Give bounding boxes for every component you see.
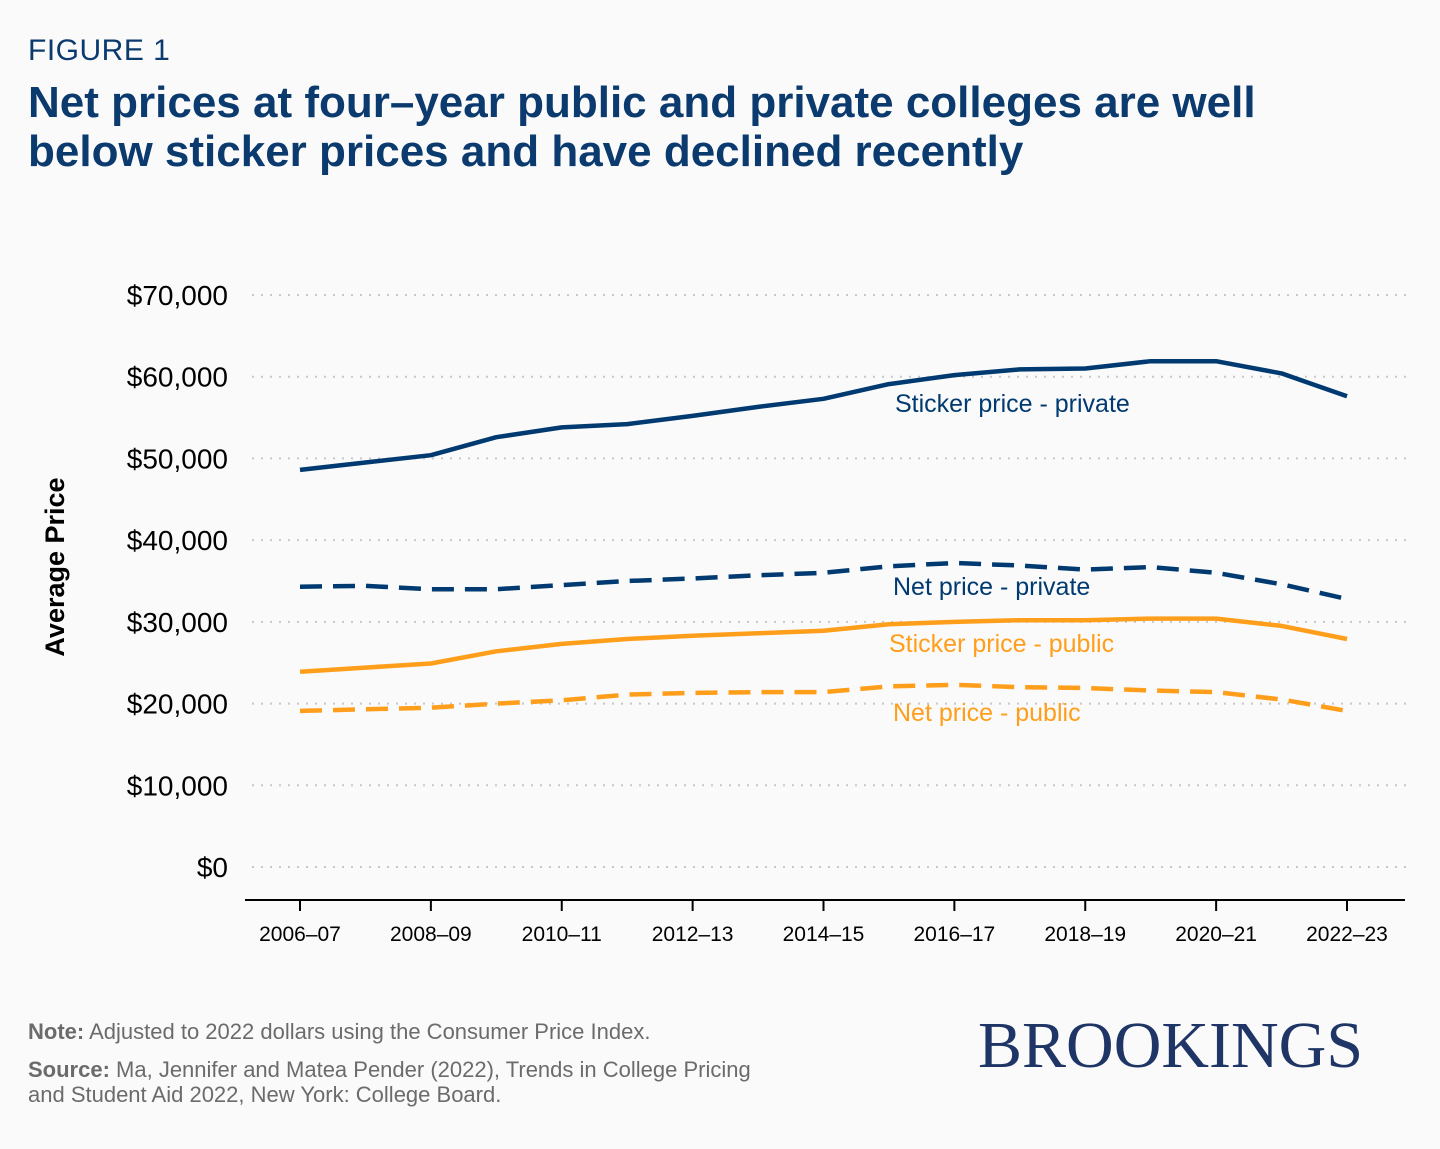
- source: Source: Ma, Jennifer and Matea Pender (2…: [28, 1057, 768, 1107]
- y-tick-label: $30,000: [127, 607, 228, 638]
- x-tick-label: 2018–19: [1044, 923, 1126, 946]
- y-tick-label: $70,000: [127, 280, 228, 311]
- series-lines: [299, 358, 1348, 714]
- y-tick-label: $50,000: [127, 443, 228, 474]
- series-label: Sticker price - private: [895, 390, 1130, 418]
- x-tick-label: 2014–15: [783, 923, 865, 946]
- note: Note: Adjusted to 2022 dollars using the…: [28, 1019, 650, 1044]
- y-tick-label: $10,000: [127, 770, 228, 801]
- y-axis-ticks: $0 $10,000 $20,000 $30,000 $40,000 $50,000 $60…: [127, 280, 228, 883]
- y-axis-label: Average Price: [40, 477, 70, 656]
- series-line-sticker-price-public: [299, 616, 1348, 674]
- source-text: Ma, Jennifer and Matea Pender (2022), Tr…: [28, 1057, 751, 1107]
- series-label: Net price - public: [893, 699, 1081, 727]
- x-tick-label: 2020–21: [1175, 923, 1257, 946]
- brookings-logo: BROOKINGS: [978, 1009, 1364, 1082]
- y-tick-label: $60,000: [127, 362, 228, 393]
- x-axis: 2006–07 2008–09 2010–11 2012–13 2014–15 2016–…: [245, 899, 1405, 946]
- series-line-net-price-private: [299, 560, 1348, 602]
- x-tick-label: 2022–23: [1306, 923, 1388, 946]
- y-tick-label: $0: [197, 852, 228, 883]
- series-labels: Sticker price - private Net price - priva…: [889, 390, 1130, 727]
- y-tick-label: $40,000: [127, 525, 228, 556]
- figure-label: FIGURE 1: [28, 34, 171, 67]
- y-tick-label: $20,000: [127, 689, 228, 720]
- note-text: Adjusted to 2022 dollars using the Consu…: [84, 1019, 651, 1044]
- source-label: Source:: [28, 1057, 110, 1082]
- series-label: Net price - private: [893, 573, 1090, 601]
- x-tick-label: 2010–11: [522, 923, 602, 946]
- note-label: Note:: [28, 1019, 85, 1044]
- x-tick-label: 2012–13: [652, 923, 734, 946]
- x-tick-label: 2008–09: [390, 923, 472, 946]
- x-tick-label: 2016–17: [913, 923, 995, 946]
- chart-title: Net prices at four–year public and priva…: [28, 78, 1256, 176]
- series-label: Sticker price - public: [889, 630, 1114, 658]
- x-tick-label: 2006–07: [259, 923, 341, 946]
- series-line-sticker-price-private: [299, 358, 1348, 473]
- gridlines: [252, 294, 1408, 868]
- series-line-net-price-public: [299, 682, 1348, 714]
